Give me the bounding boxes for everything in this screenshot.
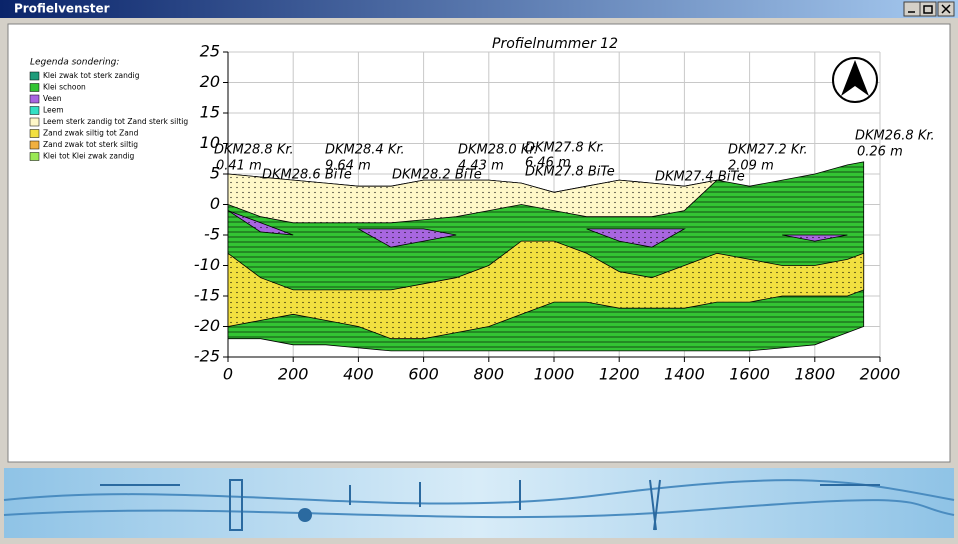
annotation: DKM28.4 Kr. <box>325 143 405 158</box>
annotation: DKM27.2 Kr. <box>728 143 808 158</box>
annotation: 2.09 m <box>728 159 774 174</box>
y-tick-label: -10 <box>194 255 220 274</box>
x-tick-label: 400 <box>343 365 374 384</box>
y-tick-label: -5 <box>204 225 220 244</box>
legend-swatch <box>30 130 39 138</box>
annotation: DKM27.8 BiTe <box>525 165 615 180</box>
minimize-button[interactable] <box>904 2 920 16</box>
annotation: DKM28.6 BiTe <box>262 168 352 183</box>
legend-title: Legenda sondering: <box>30 58 119 68</box>
x-tick-label: 0 <box>223 365 233 384</box>
legend-swatch <box>30 84 39 92</box>
annotation: DKM27.8 Kr. <box>525 141 605 156</box>
y-tick-label: -20 <box>194 316 220 335</box>
x-tick-label: 800 <box>474 365 505 384</box>
legend-swatch <box>30 141 39 149</box>
legend-label: Klei zwak tot sterk zandig <box>43 71 140 80</box>
annotation: 4.43 m <box>458 159 504 174</box>
x-tick-label: 1000 <box>534 365 575 384</box>
legend-label: Veen <box>43 94 62 103</box>
annotation: 0.26 m <box>857 145 903 160</box>
x-tick-label: 1400 <box>664 365 705 384</box>
legend-label: Leem sterk zandig tot Zand sterk siltig <box>43 117 188 126</box>
app: Profielvenster Legenda sondering: Klei z… <box>0 0 958 540</box>
y-tick-label: 25 <box>200 42 220 61</box>
maximize-button[interactable] <box>920 2 936 16</box>
legend-swatch <box>30 153 39 161</box>
legend-label: Zand zwak siltig tot Zand <box>43 129 139 138</box>
legend-label: Leem <box>43 106 64 115</box>
annotation: DKM26.8 Kr. <box>855 129 935 144</box>
y-tick-label: 20 <box>200 72 220 91</box>
compass <box>833 58 877 102</box>
x-tick-label: 1600 <box>729 365 770 384</box>
y-tick-label: 15 <box>200 103 220 122</box>
y-tick-label: -25 <box>194 347 220 366</box>
chart-title: Profielnummer 12 <box>492 36 618 52</box>
legend-label: Zand zwak tot sterk siltig <box>43 140 138 149</box>
legend-label: Klei schoon <box>43 83 86 92</box>
window-title: Profielvenster <box>14 2 110 16</box>
legend-swatch <box>30 95 39 103</box>
x-tick-label: 1800 <box>794 365 835 384</box>
legend-swatch <box>30 72 39 80</box>
banner-icon <box>298 508 312 522</box>
x-tick-label: 200 <box>278 365 309 384</box>
x-tick-label: 1200 <box>599 365 640 384</box>
y-tick-label: -15 <box>194 286 220 305</box>
annotation: 0.41 m <box>216 159 262 174</box>
legend-label: Klei tot Klei zwak zandig <box>43 152 135 161</box>
y-tick-label: 0 <box>210 194 220 213</box>
window-buttons[interactable] <box>904 2 954 16</box>
x-tick-label: 2000 <box>860 365 901 384</box>
x-tick-label: 600 <box>408 365 439 384</box>
legend-swatch <box>30 107 39 115</box>
annotation: DKM28.8 Kr. <box>214 143 294 158</box>
legend-swatch <box>30 118 39 126</box>
window: Profielvenster Legenda sondering: Klei z… <box>0 0 958 540</box>
title-bar <box>0 0 958 18</box>
